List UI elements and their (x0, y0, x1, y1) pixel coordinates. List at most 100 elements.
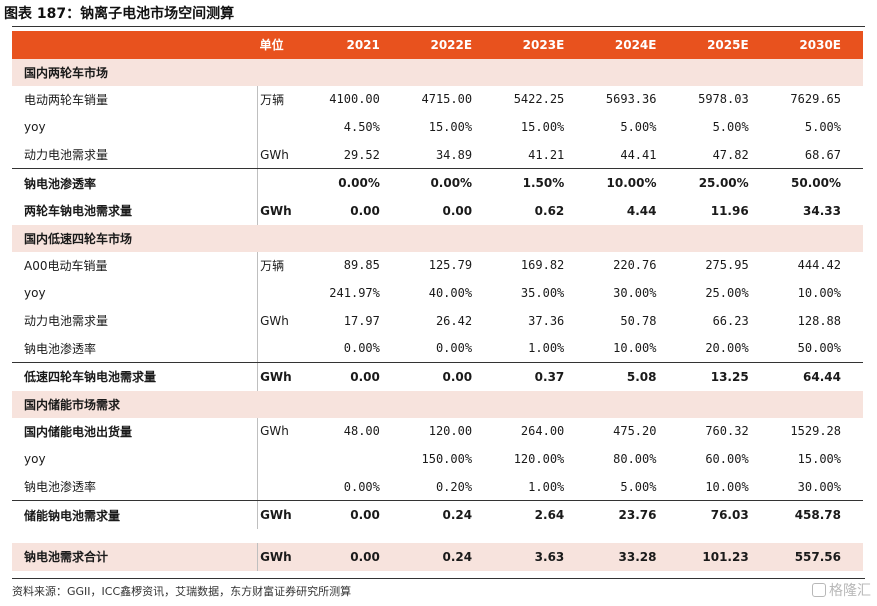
value-cell: 458.78 (794, 508, 841, 523)
value-cell: 89.85 (343, 258, 380, 273)
value-cell: 50.00% (791, 176, 841, 191)
value-cell: 37.36 (528, 313, 565, 328)
row-label: yoy (24, 451, 46, 466)
value-cell: 15.00% (520, 119, 565, 134)
value-cell: 275.95 (705, 258, 749, 273)
value-cell: 0.20% (401, 472, 495, 502)
value-cell: 44.41 (586, 140, 679, 170)
value-cell: 34.89 (401, 140, 495, 170)
value-cell: 0.37 (534, 369, 565, 384)
header-year: 2030E (770, 31, 863, 59)
value-cell (310, 445, 402, 473)
table-row: 动力电池需求量 GWh 17.97 26.42 37.36 50.78 66.23 128.8… (12, 306, 863, 335)
value-cell: 64.44 (803, 369, 841, 384)
row-unit: GWh (257, 306, 310, 335)
total-value: 557.56 (770, 542, 863, 571)
value-cell: 5.00% (804, 119, 841, 134)
value-cell: 40.00% (428, 285, 473, 300)
table-row: 动力电池需求量 GWh 29.52 34.89 41.21 44.41 47.82 68.67 (12, 140, 863, 170)
total-unit: GWh (257, 542, 310, 571)
value-cell: 66.23 (712, 313, 749, 328)
row-label: 钠电池渗透率 (24, 176, 97, 191)
row-unit: GWh (257, 362, 310, 391)
value-cell: 125.79 (428, 258, 473, 273)
header-year: 2021 (309, 31, 402, 59)
watermark: 格隆汇 (812, 580, 871, 600)
spacer-row (12, 529, 863, 543)
value-cell: 10.00% (586, 334, 679, 363)
value-cell: 29.52 (309, 140, 402, 170)
section-title: 国内两轮车市场 (12, 58, 863, 86)
value-cell: 5422.25 (513, 92, 565, 107)
row-unit (257, 168, 310, 197)
title-divider (12, 26, 865, 27)
value-cell: 1.00% (494, 472, 587, 502)
footer-divider (12, 578, 865, 579)
value-cell: 0.00 (350, 369, 380, 384)
value-cell: 68.67 (770, 140, 863, 170)
value-cell: 17.97 (343, 313, 380, 328)
row-label: yoy (24, 285, 46, 300)
value-cell: 11.96 (710, 203, 749, 218)
value-cell: 4.44 (626, 203, 657, 218)
value-cell: 5.00% (586, 472, 679, 502)
table-row: 储能钠电池需求量 GWh 0.00 0.24 2.64 23.76 76.03 458.78 (12, 500, 863, 529)
value-cell: 128.88 (797, 313, 841, 328)
value-cell: 13.25 (710, 369, 749, 384)
value-cell: 475.20 (613, 424, 657, 439)
table-header-row: 单位 2021 2022E 2023E 2024E 2025E 2030E (12, 31, 863, 59)
table-row: A00电动车销量 万辆 89.85 125.79 169.82 220.76 275.95 4… (12, 251, 863, 280)
value-cell: 15.00% (797, 451, 841, 466)
header-year: 2022E (401, 31, 495, 59)
value-cell: 1529.28 (790, 424, 841, 439)
total-label: 钠电池需求合计 (12, 542, 258, 571)
table-row: yoy 4.50% 15.00% 15.00% 5.00% 5.00% 5.00% (12, 113, 863, 141)
value-cell: 41.21 (494, 140, 587, 170)
header-label-cell (12, 31, 258, 59)
total-value: 3.63 (494, 542, 587, 571)
value-cell: 0.00% (401, 334, 495, 363)
row-unit: 万辆 (257, 251, 310, 280)
value-cell: 5693.36 (605, 92, 657, 107)
row-label: 储能钠电池需求量 (24, 508, 121, 523)
value-cell: 169.82 (520, 258, 565, 273)
value-cell: 30.00% (770, 472, 863, 502)
row-unit (257, 472, 310, 502)
total-value: 101.23 (678, 542, 771, 571)
row-label: 电动两轮车销量 (24, 92, 109, 107)
row-label: 动力电池需求量 (12, 140, 258, 170)
value-cell: 23.76 (618, 508, 657, 523)
value-cell: 7629.65 (790, 92, 841, 107)
value-cell: 5.08 (626, 369, 657, 384)
row-unit: GWh (257, 417, 310, 446)
value-cell: 50.00% (770, 334, 863, 363)
spacer-cell (12, 529, 863, 543)
table-row: yoy 150.00% 120.00% 80.00% 60.00% 15.00% (12, 445, 863, 473)
value-cell: 26.42 (435, 313, 473, 328)
value-cell: 0.00 (442, 203, 473, 218)
row-label: 低速四轮车钠电池需求量 (24, 370, 157, 385)
value-cell: 2.64 (534, 508, 565, 523)
row-label: A00电动车销量 (24, 258, 108, 273)
value-cell: 241.97% (329, 285, 380, 300)
row-label: 钠电池渗透率 (12, 472, 258, 502)
source-note: 资料来源：GGII，ICC鑫椤资讯，艾瑞数据，东方财富证券研究所测算 (12, 585, 352, 598)
row-unit: GWh (257, 140, 310, 170)
value-cell: 5.00% (712, 119, 749, 134)
row-unit: GWh (257, 196, 310, 225)
value-cell: 0.00 (350, 203, 380, 218)
table-row: 国内储能电池出货量 GWh 48.00 120.00 264.00 475.20 760.3… (12, 417, 863, 446)
header-year: 2024E (586, 31, 679, 59)
table-row: 钠电池渗透率 0.00% 0.00% 1.00% 10.00% 20.00% 50.00% (12, 334, 863, 363)
header-year: 2025E (678, 31, 771, 59)
value-cell: 35.00% (520, 285, 565, 300)
table-row: 钠电池渗透率 0.00% 0.00% 1.50% 10.00% 25.00% 50.00% (12, 168, 863, 197)
row-unit (257, 334, 310, 363)
value-cell: 0.00% (430, 176, 473, 191)
table-row: 钠电池渗透率 0.00% 0.20% 1.00% 5.00% 10.00% 30.00% (12, 472, 863, 502)
value-cell: 47.82 (678, 140, 771, 170)
value-cell: 30.00% (613, 285, 657, 300)
value-cell: 0.00% (338, 176, 380, 191)
table-row: 电动两轮车销量 万辆 4100.00 4715.00 5422.25 5693.36 597… (12, 85, 863, 114)
value-cell: 0.24 (442, 508, 473, 523)
